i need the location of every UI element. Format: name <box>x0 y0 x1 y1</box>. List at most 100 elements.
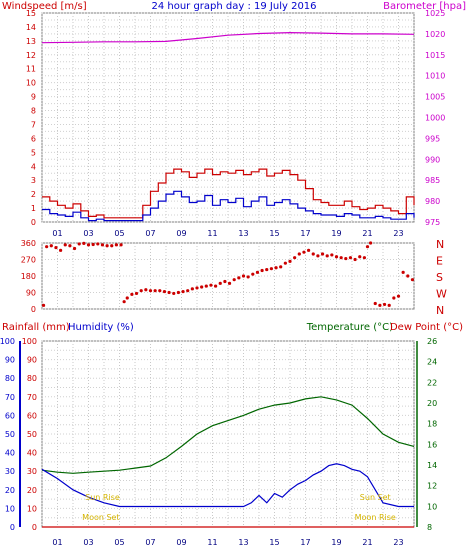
x-tick-label: 21 <box>362 538 372 547</box>
windspeed-tick-label: 3 <box>31 176 36 185</box>
direction-point <box>172 291 176 296</box>
humidity-tick-label: 90 <box>27 356 37 365</box>
rainfall-tick-label: 10 <box>5 504 15 513</box>
windspeed-tick-label: 15 <box>26 9 36 18</box>
direction-point <box>148 289 153 293</box>
x-tick-label: 01 <box>52 229 62 238</box>
direction-point <box>209 283 213 287</box>
direction-point <box>134 291 139 296</box>
sun-moon-annotation: Moon Rise <box>355 513 396 522</box>
direction-point <box>274 266 278 270</box>
compass-label: N <box>436 304 444 317</box>
temperature-tick-label: 20 <box>427 399 437 408</box>
direction-point <box>190 287 194 291</box>
windspeed-tick-label: 14 <box>26 23 36 32</box>
direction-point <box>348 256 353 260</box>
x-tick-label: 03 <box>83 229 93 238</box>
x-tick-label: 09 <box>176 538 186 547</box>
rainfall-tick-label: 100 <box>0 337 15 346</box>
direction-point <box>382 302 387 307</box>
compass-label: N <box>436 238 444 251</box>
temperature-tick-label: 26 <box>427 337 437 346</box>
direction-point <box>232 278 236 282</box>
direction-point <box>293 256 297 260</box>
x-tick-label: 13 <box>238 538 248 547</box>
direction-point <box>114 243 118 247</box>
x-tick-label: 11 <box>207 538 217 547</box>
barometer-tick-label: 985 <box>425 176 440 185</box>
temperature-tick-label: 24 <box>427 358 437 367</box>
x-tick-label: 07 <box>145 229 155 238</box>
direction-point <box>283 261 287 265</box>
direction-point <box>241 274 246 278</box>
direction-tick-label: 0 <box>31 305 36 314</box>
x-tick-label: 13 <box>238 229 248 238</box>
x-tick-label: 03 <box>83 538 93 547</box>
rainfall-tick-label: 20 <box>5 486 15 495</box>
windspeed-tick-label: 11 <box>26 65 36 74</box>
direction-point <box>378 303 382 307</box>
direction-point <box>72 246 77 251</box>
barometer-tick-label: 1005 <box>425 93 445 102</box>
direction-point <box>311 252 315 256</box>
direction-point <box>110 244 114 248</box>
direction-point <box>260 268 264 273</box>
direction-point <box>181 289 185 294</box>
chart-title: 24 hour graph day : 19 July 2016 <box>151 1 316 12</box>
rainfall-tick-label: 60 <box>5 411 15 420</box>
direction-point <box>320 252 325 256</box>
direction-point <box>265 267 269 272</box>
barometer-tick-label: 990 <box>425 155 440 164</box>
barometer-tick-label: 1020 <box>425 30 445 39</box>
direction-point <box>186 289 190 293</box>
windspeed-tick-label: 7 <box>31 120 36 129</box>
direction-point <box>162 289 167 294</box>
direction-point <box>365 245 370 249</box>
temperature-tick-label: 14 <box>427 461 437 470</box>
direction-point <box>119 243 123 247</box>
direction-point <box>237 276 241 280</box>
direction-point <box>45 245 49 249</box>
direction-point <box>86 243 91 247</box>
x-tick-label: 17 <box>300 538 310 547</box>
direction-point <box>334 255 339 259</box>
direction-point <box>153 289 157 293</box>
direction-point <box>54 245 58 250</box>
barometer-tick-label: 980 <box>425 197 440 206</box>
rainfall-tick-label: 40 <box>5 449 15 458</box>
rainfall-tick-label: 30 <box>5 467 15 476</box>
direction-point <box>82 241 86 245</box>
windspeed-tick-label: 5 <box>31 148 36 157</box>
humidity-tick-label: 70 <box>27 393 37 402</box>
direction-point <box>167 290 171 295</box>
barometer-axis-label: Barometer [hpa] <box>383 1 466 12</box>
x-tick-label: 19 <box>331 538 341 547</box>
temperature-tick-label: 18 <box>427 420 437 429</box>
direction-point <box>251 272 255 276</box>
compass-label: W <box>436 288 447 301</box>
x-tick-label: 23 <box>393 229 403 238</box>
series-line-temperature <box>41 396 415 474</box>
barometer-tick-label: 1010 <box>425 72 445 81</box>
direction-point <box>302 250 306 254</box>
x-tick-label: 01 <box>52 538 62 547</box>
direction-point <box>158 289 162 293</box>
barometer-tick-label: 1000 <box>425 114 445 123</box>
x-tick-label: 19 <box>331 229 341 238</box>
direction-point <box>269 267 273 271</box>
humidity-tick-label: 30 <box>27 467 37 476</box>
sun-moon-annotation: Moon Set <box>82 513 119 522</box>
temperature-tick-label: 16 <box>427 440 437 449</box>
direction-point <box>316 254 320 258</box>
humidity-tick-label: 20 <box>27 486 37 495</box>
direction-point <box>330 253 334 257</box>
direction-point <box>59 248 63 252</box>
rainfall-tick-label: 0 <box>10 523 15 532</box>
wind-barometer-panel: 01 03 05 07 09 11 13 15 17 19 21 230123456789101112… <box>26 9 446 238</box>
direction-point <box>91 242 95 247</box>
windspeed-tick-label: 12 <box>26 51 36 60</box>
sun-moon-annotation: Sun Rise <box>85 493 120 502</box>
rainfall-tick-label: 50 <box>5 430 15 439</box>
